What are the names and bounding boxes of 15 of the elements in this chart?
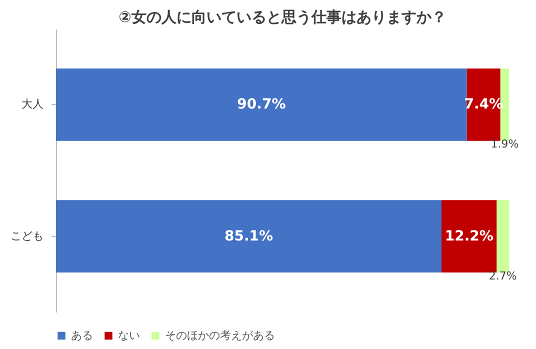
- bar: [56, 200, 442, 273]
- legend-label: そのほかの考えがある: [165, 328, 275, 342]
- bar: [56, 68, 467, 141]
- data-label: 90.7%: [237, 96, 286, 113]
- data-label: 85.1%: [224, 228, 274, 244]
- legend-label: ない: [118, 328, 140, 342]
- bar: [442, 200, 497, 273]
- bar: [496, 200, 509, 273]
- legend-label: ある: [71, 328, 93, 342]
- y-tick-label: 大人: [22, 98, 44, 111]
- chart-title: ②女の人に向いていると思う仕事はありますか？: [118, 8, 446, 26]
- data-label: 1.9%: [490, 138, 519, 151]
- y-tick-label: こども: [10, 229, 44, 242]
- data-label: 12.2%: [444, 228, 494, 244]
- data-label: 2.7%: [488, 269, 517, 282]
